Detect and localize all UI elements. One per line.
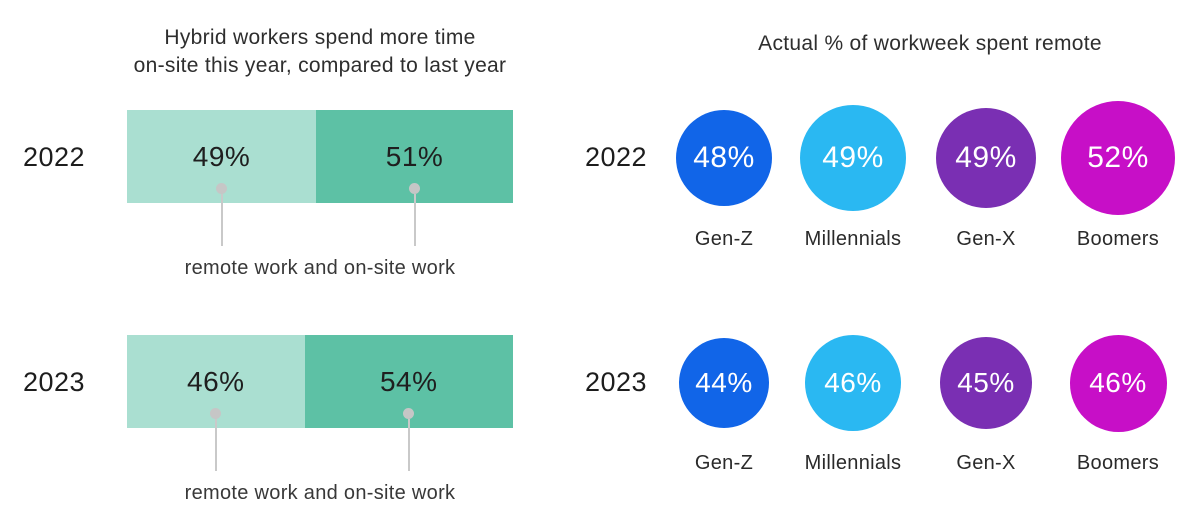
year-label-right-2023: 2023: [584, 367, 648, 397]
left-chart-title-line2: on-site this year, compared to last year: [133, 53, 507, 77]
year-label-right-2022: 2022: [584, 142, 648, 172]
generation-label-genx-row1: Gen-X: [956, 228, 1016, 250]
bubble-value: 46%: [1089, 367, 1147, 398]
year-label-left-2023: 2023: [22, 367, 86, 397]
connector-line: [407, 419, 410, 471]
bubble-millennials-2022: 49%: [800, 105, 906, 211]
segment-value: 49%: [192, 140, 251, 172]
bubble-genz-2023: 44%: [679, 338, 769, 428]
segment-value: 46%: [187, 365, 245, 397]
generation-label-boomers-row1: Boomers: [1076, 228, 1160, 250]
generation-label-boomers-row2: Boomers: [1076, 452, 1160, 474]
bubble-genx-2023: 45%: [940, 337, 1032, 429]
connector-line: [214, 419, 217, 471]
bubble-boomers-2023: 46%: [1069, 334, 1167, 432]
bubble-value: 44%: [695, 367, 753, 398]
stacked-bar-2022: 49% 51%: [127, 110, 513, 203]
year-label-left-2022: 2022: [22, 142, 86, 172]
bubble-millennials-2023: 46%: [805, 335, 901, 431]
left-chart-title: Hybrid workers spend more time on-site t…: [105, 24, 535, 79]
left-chart-title-line1: Hybrid workers spend more time: [164, 26, 476, 49]
bubble-boomers-2022: 52%: [1061, 101, 1175, 215]
bar-caption-2023: remote work and on-site work: [184, 482, 456, 504]
connector-dot: [403, 408, 415, 419]
bubble-value: 49%: [955, 141, 1017, 174]
bubble-value: 45%: [957, 367, 1015, 398]
bubble-value: 46%: [824, 367, 882, 398]
generation-label-millennials-row2: Millennials: [804, 452, 902, 474]
bubble-value: 49%: [822, 141, 884, 174]
generation-label-genz-row1: Gen-Z: [694, 228, 754, 250]
bubble-genz-2022: 48%: [676, 110, 772, 206]
segment-value: 51%: [385, 140, 444, 172]
generation-label-genz-row2: Gen-Z: [694, 452, 754, 474]
connector-dot: [210, 408, 222, 419]
generation-label-millennials-row1: Millennials: [804, 228, 902, 250]
bubble-genx-2022: 49%: [936, 108, 1036, 208]
connector-dot: [216, 183, 228, 194]
connector-line: [413, 194, 416, 246]
stacked-bar-2023: 46% 54%: [127, 335, 513, 428]
bar-caption-2022: remote work and on-site work: [184, 257, 456, 279]
connector-dot: [409, 183, 421, 194]
bubble-value: 52%: [1087, 141, 1149, 174]
segment-value: 54%: [379, 365, 438, 397]
bubble-value: 48%: [693, 141, 755, 174]
right-chart-title: Actual % of workweek spent remote: [758, 32, 1102, 55]
generation-label-genx-row2: Gen-X: [956, 452, 1016, 474]
connector-line: [220, 194, 223, 246]
